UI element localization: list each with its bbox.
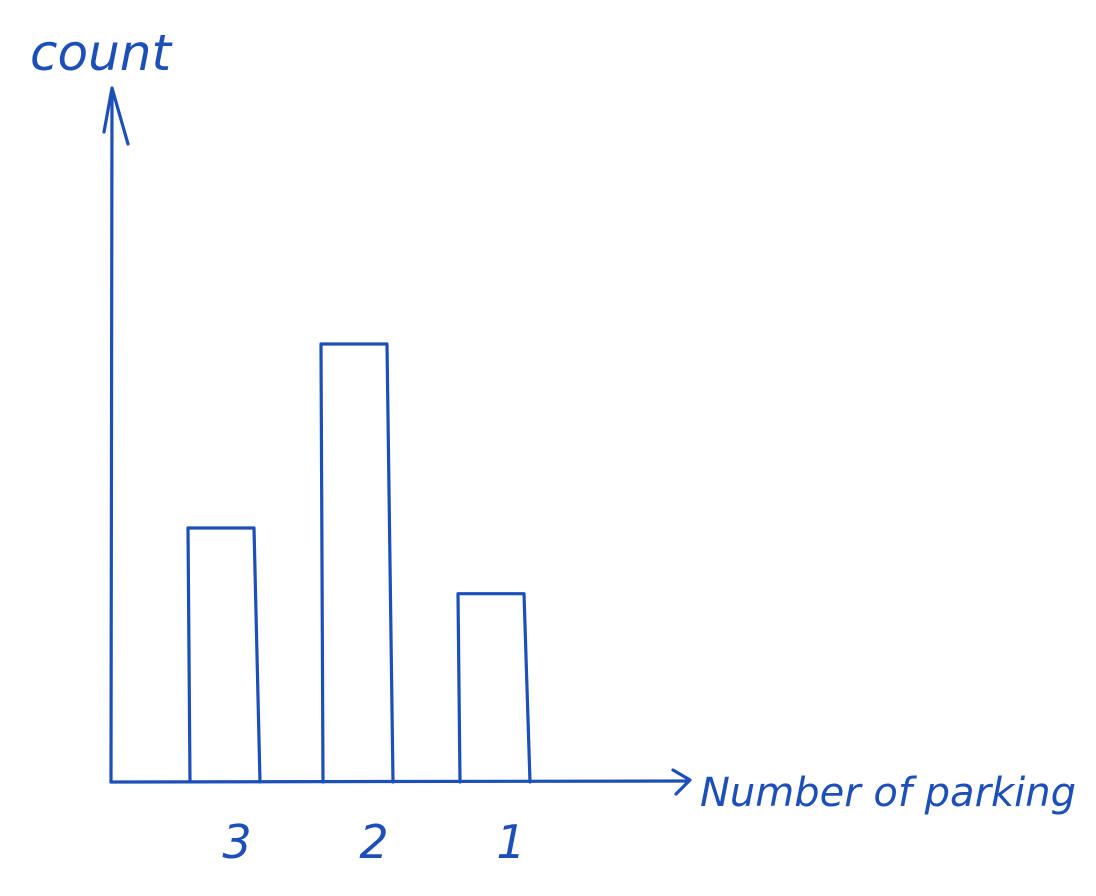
x-tick-labels: 3 2 1 — [222, 815, 525, 869]
bar-1 — [456, 592, 532, 784]
x-axis — [109, 768, 692, 796]
bar-2 — [319, 342, 395, 784]
x-axis-line — [109, 779, 690, 784]
y-axis-line — [109, 88, 114, 784]
x-tick-label-2: 2 — [359, 815, 388, 869]
y-axis-arrowhead — [102, 86, 130, 146]
bars-group — [186, 342, 532, 784]
x-axis-label: Number of parking — [700, 770, 1076, 816]
bar-3 — [186, 526, 262, 784]
x-tick-label-3: 3 — [222, 815, 251, 869]
x-tick-label-1: 1 — [496, 815, 525, 869]
y-axis — [102, 86, 130, 784]
x-axis-arrowhead — [671, 768, 692, 796]
y-axis-label: count — [30, 24, 173, 82]
